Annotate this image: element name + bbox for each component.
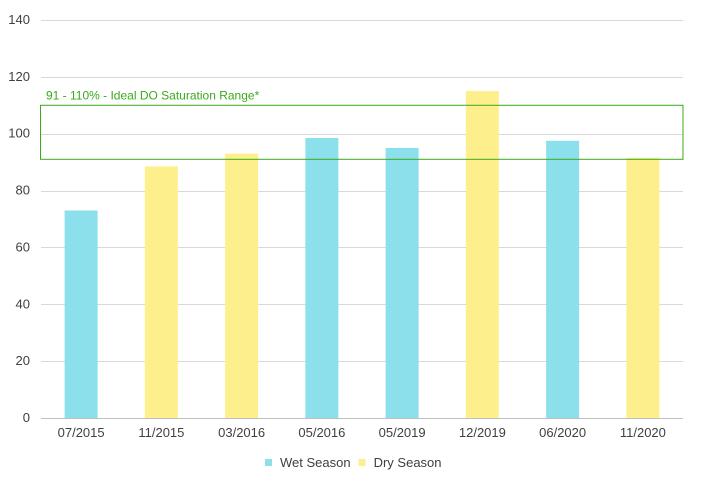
bar (465, 91, 499, 419)
bar (64, 210, 98, 418)
x-tick-label: 03/2016 (218, 425, 265, 440)
bar (546, 140, 580, 419)
y-tick-label: 100 (8, 126, 30, 141)
bar (626, 157, 660, 418)
x-tick-label: 11/2015 (138, 425, 184, 440)
annotation: 91 - 110% - Ideal DO Saturation Range* (40, 88, 684, 160)
x-tick-label: 05/2019 (379, 425, 426, 440)
x-tick-label: 11/2020 (620, 425, 666, 440)
bar (305, 137, 339, 418)
bar (225, 153, 259, 418)
y-tick-label: 60 (16, 239, 30, 254)
y-tick-label: 20 (16, 353, 30, 368)
y-axis: 0 20 40 60 80 100 120 140 (8, 12, 30, 425)
bar (385, 147, 419, 418)
legend-label: Wet Season (280, 455, 351, 470)
legend: Wet Season Dry Season (265, 455, 442, 470)
y-tick-label: 140 (8, 12, 30, 27)
bar (144, 166, 178, 418)
y-tick-label: 120 (8, 69, 30, 84)
x-tick-label: 07/2015 (58, 425, 105, 440)
x-axis: 07/2015 11/2015 03/2016 05/2016 05/2019 12/20… (58, 425, 666, 440)
ideal-range-box (40, 104, 684, 160)
x-tick-label: 12/2019 (459, 425, 506, 440)
gridlines (41, 20, 683, 419)
bars (64, 91, 660, 419)
y-tick-label: 0 (23, 410, 30, 425)
x-tick-label: 06/2020 (539, 425, 586, 440)
legend-swatch (358, 459, 366, 466)
legend-swatch (265, 459, 272, 466)
y-tick-label: 40 (16, 296, 30, 311)
legend-label: Dry Season (374, 455, 442, 470)
x-tick-label: 05/2016 (298, 425, 345, 440)
y-tick-label: 80 (16, 183, 30, 198)
ideal-range-label: 91 - 110% - Ideal DO Saturation Range* (46, 88, 260, 102)
